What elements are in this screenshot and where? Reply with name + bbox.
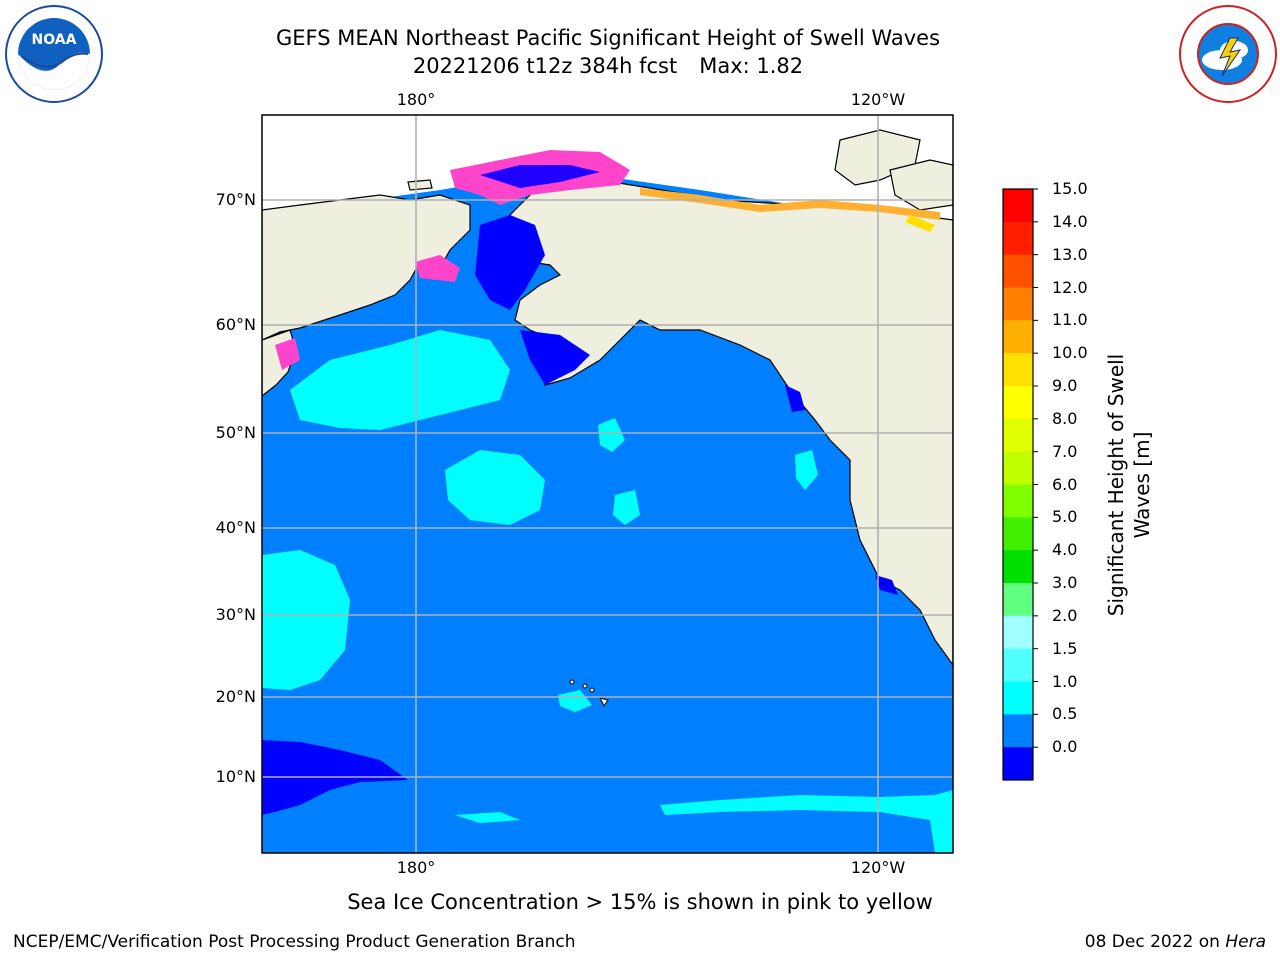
colorbar-swatch (1003, 583, 1033, 617)
longitude-label: 120°W (850, 858, 906, 877)
colorbar-swatch (1003, 254, 1033, 288)
colorbar-tick-label: 11.0 (1052, 310, 1088, 330)
nws-logo (1179, 5, 1277, 103)
colorbar-swatch (1003, 320, 1033, 354)
land-hawaii (569, 679, 609, 707)
forecast-run: 20221206 t12z 384h fcst (412, 54, 678, 78)
colorbar-swatch (1003, 550, 1033, 584)
map-title: GEFS MEAN Northeast Pacific Significant … (275, 26, 941, 50)
latitude-label: 30°N (215, 605, 256, 624)
colorbar-tick-label: 15.0 (1052, 179, 1088, 198)
colorbar-tick-label: 6.0 (1052, 474, 1078, 494)
colorbar-swatch (1003, 648, 1033, 682)
colorbar-tick-label: 10.0 (1052, 343, 1088, 363)
colorbar-swatch (1003, 615, 1033, 650)
colorbar-tick-label: 1.5 (1052, 638, 1078, 658)
latitude-label: 50°N (215, 423, 256, 442)
colorbar-swatch (1003, 287, 1033, 321)
land-alaska-canada (499, 179, 953, 667)
land-arctic-island-2 (889, 159, 953, 211)
latitude-label: 70°N (215, 190, 256, 209)
colorbar-tick-label: 0.5 (1052, 704, 1078, 724)
noaa-logo: NOAA (5, 5, 103, 103)
map-frame (261, 114, 954, 854)
colorbar-swatch (1003, 189, 1033, 223)
colorbar-swatch (1003, 451, 1033, 485)
latitude-label: 60°N (215, 315, 256, 334)
colorbar-frame (1002, 188, 1034, 781)
colorbar-tick-label: 3.0 (1052, 573, 1078, 592)
latitude-label: 20°N (215, 687, 256, 706)
colorbar-tick-label: 4.0 (1052, 540, 1078, 560)
colorbar-tick-label: 8.0 (1052, 408, 1078, 428)
colorbar-swatch (1003, 517, 1033, 551)
map-subtitle: 20221206 t12z 384h fcst Max: 1.82 (208, 54, 1008, 78)
footer-host: Hera (1225, 932, 1266, 952)
max-value: Max: 1.82 (699, 54, 804, 78)
light-swell-areas (262, 330, 953, 853)
colorbar-tick-label: 12.0 (1052, 277, 1088, 297)
footer-date: 08 Dec 2022 on Hera (1084, 932, 1266, 952)
sea-ice-note: Sea Ice Concentration > 15% is shown in … (347, 890, 933, 914)
colorbar-tick-label: 5.0 (1052, 507, 1078, 527)
colorbar-swatch (1003, 747, 1033, 781)
latitude-label: 10°N (215, 767, 256, 786)
longitude-label: 180° (396, 858, 436, 877)
colorbar-tick-label: 9.0 (1052, 376, 1078, 395)
colorbar (1003, 188, 1038, 781)
colorbar-swatch (1003, 418, 1033, 453)
footer-credit: NCEP/EMC/Verification Post Processing Pr… (13, 932, 576, 952)
longitude-label: 180° (396, 90, 436, 109)
colorbar-swatch (1003, 484, 1033, 518)
gridlines (262, 115, 953, 853)
colorbar-tick-label: 7.0 (1052, 441, 1078, 461)
colorbar-swatch (1003, 221, 1033, 256)
colorbar-swatch (1003, 681, 1033, 715)
colorbar-tick-label: 14.0 (1052, 211, 1088, 231)
colorbar-tick-label: 2.0 (1052, 605, 1078, 625)
colorbar-tick-label: 1.0 (1052, 671, 1078, 691)
colorbar-tick-label: 0.0 (1052, 737, 1078, 757)
colorbar-swatch (1003, 714, 1033, 748)
colorbar-tick-label: 13.0 (1052, 244, 1088, 264)
svg-text:NOAA: NOAA (32, 32, 77, 48)
sea-ice-areas (275, 150, 940, 370)
latitude-label: 40°N (215, 518, 256, 537)
longitude-label: 120°W (850, 90, 906, 109)
colorbar-swatch (1003, 386, 1033, 420)
colorbar-swatch (1003, 353, 1033, 387)
land-wrangel (407, 179, 433, 191)
